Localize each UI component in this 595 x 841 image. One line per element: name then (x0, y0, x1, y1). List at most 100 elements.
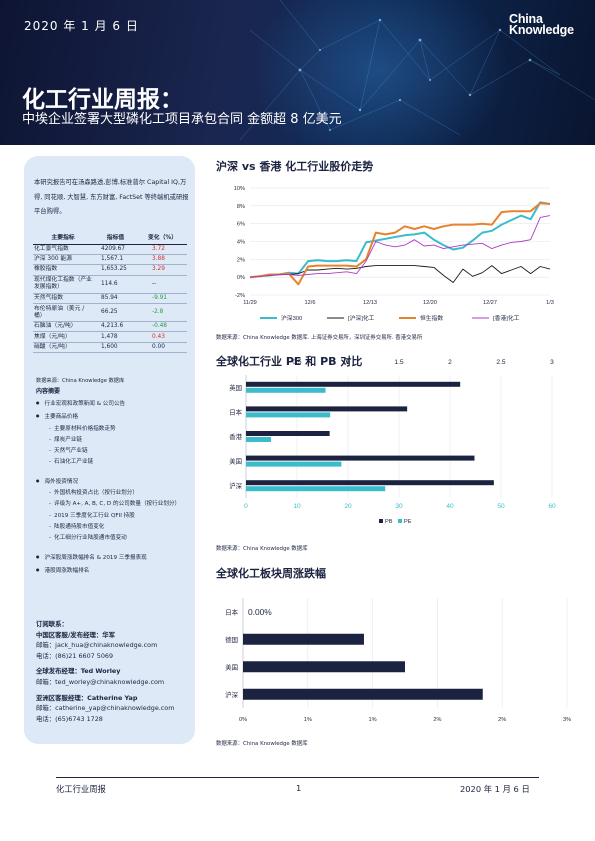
indicator-value: 114.6 (93, 275, 138, 294)
toc-item: 行业宏观和政策新闻 & 公司公告 (36, 397, 194, 410)
toc-item: 沪深股周涨跌幅排名 & 2019 三季报表现 (36, 551, 194, 564)
header-change: 变化（%） (138, 230, 187, 245)
pe-axis-tick: 50 (497, 503, 505, 510)
pb-axis-tick: 3 (550, 359, 554, 366)
key-indicators-table: 主要指标 指标值 变化（%） 化工景气指数 4209.67 3.72 沪深 300 能… (33, 230, 187, 354)
legend-swatch (398, 519, 402, 523)
pb-axis-tick: 0.5 (292, 359, 301, 366)
subscription-contacts: 订阅联系： 中国区客服/发布经理：华军 邮箱：jack_hua@chinakno… (36, 619, 194, 724)
category-label: 香港 (229, 432, 242, 441)
chart3-source: 数据来源：China Knowledge 数据库 (216, 741, 308, 747)
category-label: 德国 (225, 635, 238, 644)
pe-axis-tick: 40 (446, 503, 454, 510)
table-row: 硝酸（元/吨） 1,600 0.00 (33, 342, 187, 354)
report-subtitle: 中埃企业签署大型磷化工项目承包合同 金额超 8 亿美元 (22, 112, 342, 127)
contact-head-asia: 亚洲区客服经理：Catherine Yap (36, 693, 138, 702)
toc-subitem: 评级为 A+, A, B, C, D 的公司数量（按行业划分） (36, 499, 194, 510)
chart1-source: 数据来源：China Knowledge 数据库. 上海证券交易所，深圳证券交易… (216, 335, 423, 341)
x-tick-label: 1/3 (546, 300, 554, 306)
contact-phone-china: 电话：(86)21 6607 5069 (36, 651, 114, 660)
contact-email-asia[interactable]: 邮箱：catherine_yap@chinaknowledge.com (36, 704, 175, 713)
y-tick-label: 2% (237, 257, 245, 263)
x-tick-label: 12/27 (483, 300, 497, 306)
series-line (249, 201, 551, 279)
chart3-title: 全球化工板块周涨跌幅 (216, 567, 326, 580)
indicator-name: 布伦特原油（美元 / 桶） (33, 303, 93, 323)
table-header-row: 主要指标 指标值 变化（%） (33, 230, 187, 245)
y-tick-label: 4% (237, 240, 245, 246)
toc-item: 海外投资情况 (36, 475, 194, 488)
category-label: 沪深 (225, 690, 238, 699)
indicator-value: 4,213.6 (93, 321, 138, 333)
indicator-name: 硝酸（元/吨） (33, 342, 93, 354)
table-row: 橡胶指数 1,653.25 3.29 (33, 264, 187, 276)
indicator-change: -0.48 (138, 321, 187, 333)
category-label: 美国 (229, 457, 242, 466)
x-tick-label: 3% (563, 717, 571, 723)
pe-bar (246, 412, 331, 418)
indicator-change: -2.8 (138, 303, 187, 323)
pe-axis-tick: 60 (548, 503, 556, 510)
legend-swatch (379, 519, 383, 523)
pb-axis-tick: 1.5 (394, 359, 403, 366)
contact-email-china[interactable]: 邮箱：jack_hua@chinaknowledge.com (36, 641, 158, 650)
category-label: 日本 (225, 607, 238, 616)
page-number: 1 (296, 783, 302, 793)
pe-bar (246, 461, 342, 467)
indicator-value: 66.25 (93, 303, 138, 323)
availability-note: 本研究报告可在汤森路透,彭博,标准普尔 Capital IQ,万得, 同花顺, … (34, 179, 189, 215)
table-row: 沪深 300 能源 1,567.1 3.88 (33, 254, 187, 266)
contact-head-global: 全球发布经理：Ted Worley (36, 667, 121, 676)
toc-title: 内容摘要 (36, 388, 61, 395)
toc-subitem: 2019 三季度化工行业 QFII 持股 (36, 511, 194, 522)
y-tick-label: 10% (234, 186, 245, 192)
toc-subitem: 外国机构投资占比（按行业划分） (36, 488, 194, 499)
change-bar (243, 661, 405, 673)
x-tick-label: 1% (304, 717, 312, 723)
sidebar-panel: 本研究报告可在汤森路透,彭博,标准普尔 Capital IQ,万得, 同花顺, … (24, 156, 195, 744)
pb-bar (246, 480, 494, 486)
table-of-contents: 行业宏观和政策新闻 & 公司公告主要商品价格主要原材料价格指数走势煤炭产业链天然… (36, 397, 194, 577)
contact-phone-asia: 电话：(65)6743 1728 (36, 714, 103, 723)
header-value: 指标值 (93, 230, 138, 245)
x-tick-label: 2% (498, 717, 506, 723)
x-tick-label: 2% (433, 717, 441, 723)
contact-email-global[interactable]: 邮箱：ted_worley@chinaknowledge.com (36, 677, 165, 686)
pb-bar (246, 455, 475, 461)
change-bar (243, 633, 364, 645)
indicator-value: 1,653.25 (93, 264, 138, 276)
footer-date: 2020 年 1 月 6 日 (460, 784, 530, 794)
report-date: 2020 年 1 月 6 日 (24, 19, 139, 33)
x-tick-label: 0% (239, 717, 247, 723)
indicator-value: 1,600 (93, 342, 138, 354)
indicator-name: 橡胶指数 (33, 264, 93, 276)
indicator-name: 石脑油（元/吨） (33, 321, 93, 333)
pe-axis-tick: 0 (244, 503, 248, 510)
y-tick-label: -2% (235, 293, 245, 299)
table-row: 化工景气指数 4209.67 3.72 (33, 244, 187, 255)
legend-label: [沪深]化工 (348, 314, 375, 322)
header-indicator: 主要指标 (33, 230, 93, 245)
y-tick-label: 8% (237, 204, 245, 210)
indicator-name: 化工景气指数 (33, 244, 93, 255)
legend-label: [香港]化工 (493, 314, 520, 322)
category-label: 沪深 (229, 481, 242, 490)
chart2-source: 数据来源：China Knowledge 数据库 (216, 546, 308, 552)
category-label: 英国 (229, 383, 242, 392)
network-pattern-graphic (239, 0, 595, 141)
toc-subitem: 天然气产业链 (36, 446, 194, 457)
table-row: 现代煤化工指数（产业发展指数） 114.6 -- (33, 275, 187, 294)
indicator-name: 焦煤（元/吨） (33, 331, 93, 343)
legend-label: PB (385, 519, 393, 525)
pe-axis-tick: 30 (395, 503, 403, 510)
x-tick-label: 12/6 (305, 300, 316, 306)
toc-subitem: 石油化工产业链 (36, 457, 194, 468)
pb-bar (246, 431, 330, 436)
data-label: 0.00% (248, 607, 272, 617)
pe-bar (246, 387, 326, 393)
table-row: 焦煤（元/吨） 1,478 0.43 (33, 331, 187, 343)
y-tick-label: 0% (237, 275, 245, 281)
indicator-change: -- (138, 275, 187, 294)
